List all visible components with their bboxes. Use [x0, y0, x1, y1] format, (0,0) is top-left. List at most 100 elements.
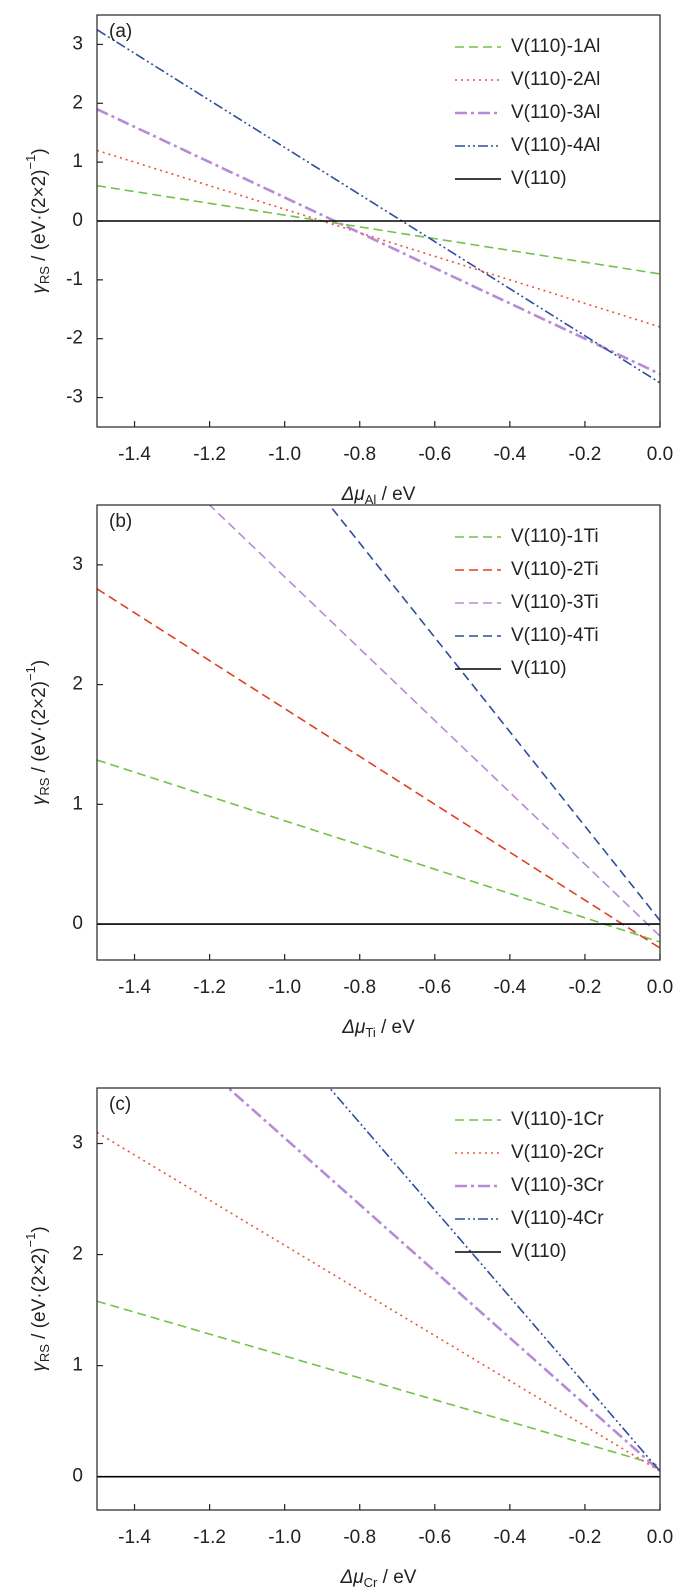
legend-label: V(110)-2Al	[511, 69, 600, 90]
x-tick-label: -0.2	[569, 444, 602, 465]
y-tick-label: 3	[72, 33, 83, 54]
y-label-main: γ	[29, 283, 50, 294]
legend-label: V(110)-4Ti	[511, 625, 599, 646]
y-label-sup: −1	[23, 666, 38, 681]
x-label-sub: Al	[365, 492, 377, 507]
y-label-main: γ	[29, 1361, 50, 1372]
x-label-rest: / eV	[376, 1017, 415, 1038]
y-tick-label: 1	[72, 151, 83, 172]
y-tick-label: 3	[72, 554, 83, 575]
y-label-rest: / (eV·(2×2)	[29, 1247, 50, 1344]
x-tick-label: -0.6	[418, 977, 451, 998]
series-line	[97, 29, 660, 384]
legend-label: V(110)	[511, 658, 567, 679]
y-tick-label: 1	[72, 793, 83, 814]
x-tick-label: -0.6	[418, 444, 451, 465]
y-tick-label: 2	[72, 1244, 83, 1265]
y-label-main: γ	[29, 794, 50, 805]
plot-frame	[96, 14, 661, 428]
x-tick-label: -0.8	[343, 977, 376, 998]
panel-label: (c)	[109, 1094, 131, 1115]
legend-label: V(110)-3Cr	[511, 1175, 604, 1196]
legend-label: V(110)-2Cr	[511, 1142, 604, 1163]
y-label-sub: RS	[37, 777, 52, 795]
y-label-rest: / (eV·(2×2)	[29, 681, 50, 778]
legend-label: V(110)-3Al	[511, 102, 600, 123]
x-label-main: Δμ	[341, 1017, 366, 1038]
x-axis-label: ΔμTi / eV	[341, 1017, 415, 1040]
y-label-rest: / (eV·(2×2)	[29, 169, 50, 266]
series-line	[208, 505, 660, 937]
x-tick-label: -1.0	[268, 1527, 301, 1548]
series-line	[97, 1300, 660, 1467]
y-tick-label: 2	[72, 674, 83, 695]
y-label-sub: RS	[37, 1344, 52, 1362]
y-label-end: )	[29, 148, 50, 154]
legend-label: V(110)-1Al	[511, 36, 600, 57]
y-tick-label: 0	[72, 913, 83, 934]
legend-label: V(110)-3Ti	[511, 592, 599, 613]
y-tick-label: 1	[72, 1355, 83, 1376]
y-tick-label: -2	[66, 328, 83, 349]
x-tick-label: -0.8	[343, 1527, 376, 1548]
x-tick-label: -0.6	[418, 1527, 451, 1548]
panel: 0 1 2 3 -1.4 -1.2 -1.0 -0.8 -0.6 -0.4 -0.2 0.0 V(110…	[23, 504, 673, 1040]
y-axis-label: γRS / (eV·(2×2)−1)	[23, 148, 52, 293]
y-label-sub: RS	[37, 266, 52, 284]
x-tick-label: -1.2	[193, 444, 226, 465]
panel-label: (b)	[109, 511, 132, 532]
x-label-rest: / eV	[376, 484, 415, 505]
legend-label: V(110)-1Cr	[511, 1109, 604, 1130]
y-label-sup: −1	[23, 1233, 38, 1248]
series-line	[97, 149, 660, 328]
plot-frame	[96, 504, 661, 961]
y-tick-label: -3	[66, 387, 83, 408]
x-tick-label: -0.2	[569, 977, 602, 998]
y-tick-label: 3	[72, 1133, 83, 1154]
y-tick-label: 0	[72, 210, 83, 231]
legend-label: V(110)	[511, 168, 567, 189]
x-tick-label: -1.0	[268, 977, 301, 998]
x-tick-label: -1.4	[118, 977, 151, 998]
y-label-end: )	[29, 1226, 50, 1232]
x-tick-label: 0.0	[647, 1527, 673, 1548]
panel-label: (a)	[109, 21, 132, 42]
series-line	[97, 184, 660, 275]
legend-label: V(110)-4Cr	[511, 1208, 604, 1229]
y-tick-label: 2	[72, 92, 83, 113]
y-label-sup: −1	[23, 155, 38, 170]
x-tick-label: -0.4	[493, 977, 526, 998]
x-label-main: Δμ	[340, 1567, 365, 1588]
legend-label: V(110)-2Ti	[511, 559, 599, 580]
x-tick-label: -0.8	[343, 444, 376, 465]
legend-label: V(110)-4Al	[511, 135, 600, 156]
y-tick-label: 0	[72, 1466, 83, 1487]
x-tick-label: -0.2	[569, 1527, 602, 1548]
lines	[97, 1088, 660, 1478]
legend-label: V(110)	[511, 1241, 567, 1262]
series-line	[328, 505, 660, 921]
panel: -3 -2 -1 0 1 2 3 -1.4 -1.2 -1.0 -0.8 -0.6 -0.4 -0.2 0.…	[23, 14, 673, 507]
y-axis-label: γRS / (eV·(2×2)−1)	[23, 660, 52, 805]
lines	[97, 29, 660, 384]
x-axis-label: ΔμCr / eV	[340, 1567, 417, 1590]
x-tick-label: -0.4	[493, 1527, 526, 1548]
panel: 0 1 2 3 -1.4 -1.2 -1.0 -0.8 -0.6 -0.4 -0.2 0.0 V(110…	[23, 1087, 673, 1590]
series-line	[328, 1088, 660, 1472]
series-line	[226, 1088, 660, 1473]
x-tick-label: -1.0	[268, 444, 301, 465]
x-tick-label: -1.2	[193, 977, 226, 998]
series-line	[97, 759, 660, 943]
x-tick-label: -1.4	[118, 1527, 151, 1548]
plot-frame	[96, 1087, 661, 1511]
y-tick-label: -1	[66, 269, 83, 290]
x-tick-label: -1.4	[118, 444, 151, 465]
y-label-end: )	[29, 660, 50, 666]
series-line	[97, 107, 660, 376]
x-label-main: Δμ	[341, 484, 366, 505]
x-label-rest: / eV	[377, 1567, 416, 1588]
x-tick-label: -1.2	[193, 1527, 226, 1548]
x-label-sub: Cr	[364, 1575, 378, 1590]
x-tick-label: -0.4	[493, 444, 526, 465]
